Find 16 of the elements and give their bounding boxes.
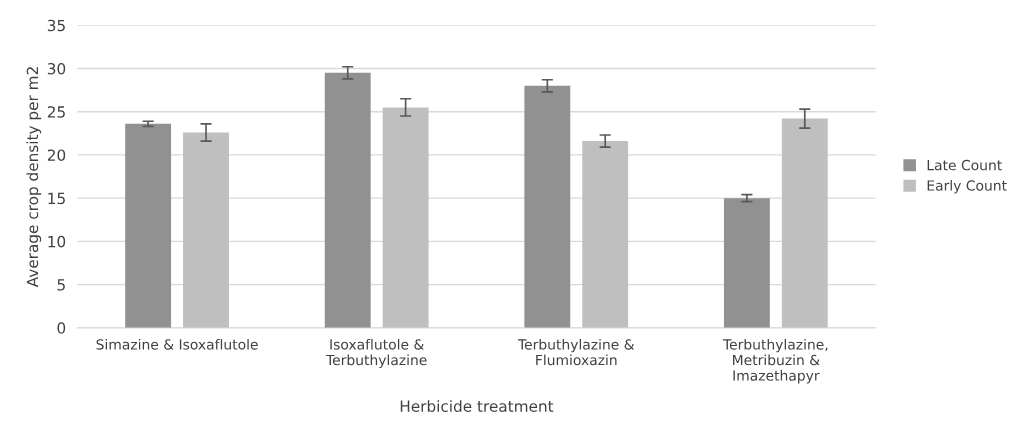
x-tick-label: Terbuthylazine, Metribuzin & Imazethapyr — [722, 338, 828, 384]
y-tick-label: 20 — [47, 149, 66, 161]
x-tick-label: Terbuthylazine & Flumioxazin — [517, 338, 635, 366]
y-tick-label: 25 — [47, 106, 65, 118]
legend-label: Late Count — [927, 159, 1002, 171]
y-tick-label: 10 — [48, 235, 66, 248]
y-tick-label: 0 — [57, 322, 66, 334]
y-axis-title: Average crop density per m2 — [26, 67, 42, 288]
y-tick-label: 15 — [48, 192, 65, 205]
x-tick-label: Isoxaflutole & Terbuthylazine — [325, 338, 427, 368]
y-tick-label: 30 — [47, 62, 66, 75]
x-axis-title: Herbicide treatment — [400, 400, 554, 412]
y-tick-label: 5 — [57, 279, 65, 291]
legend-label: Early Count — [927, 180, 1007, 194]
y-tick-label: 35 — [47, 19, 65, 32]
x-tick-label: Simazine & Isoxaflutole — [96, 338, 258, 350]
